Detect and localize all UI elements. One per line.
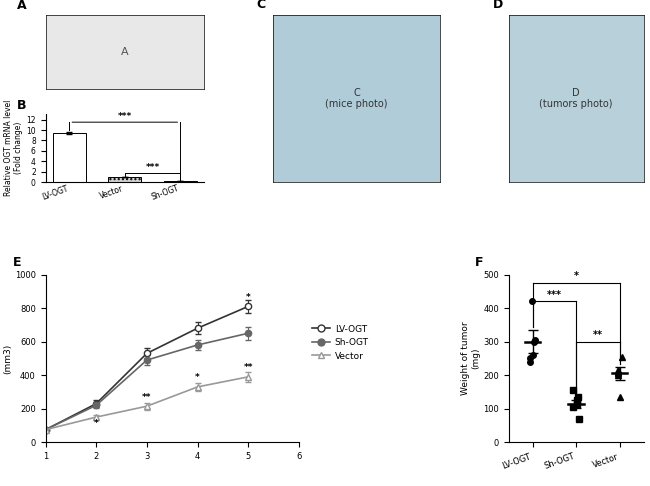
Text: D: D (493, 0, 502, 11)
Text: ***: *** (146, 163, 160, 173)
Y-axis label: Weight of tumor
(mg): Weight of tumor (mg) (461, 322, 480, 395)
Text: C
(mice photo): C (mice photo) (325, 87, 387, 109)
Y-axis label: Relative OGT mRNA level
(Fold change): Relative OGT mRNA level (Fold change) (4, 100, 23, 196)
Text: *: * (246, 293, 251, 302)
Text: *: * (195, 373, 200, 382)
Text: ***: *** (547, 290, 562, 300)
Bar (53, 133, 86, 182)
Text: A: A (121, 47, 129, 57)
Text: C: C (257, 0, 266, 11)
Text: D
(tumors photo): D (tumors photo) (540, 87, 613, 109)
Bar (164, 181, 197, 182)
Text: **: ** (142, 393, 151, 402)
Y-axis label: Tumor Volume
(mm3): Tumor Volume (mm3) (0, 326, 12, 391)
Text: A: A (17, 0, 27, 12)
Text: ***: *** (118, 112, 132, 121)
Text: F: F (475, 256, 484, 269)
Text: *: * (94, 419, 99, 428)
Text: **: ** (244, 363, 253, 372)
Text: *: * (573, 271, 578, 281)
Text: B: B (17, 99, 27, 112)
Bar (108, 177, 142, 182)
Legend: LV-OGT, Sh-OGT, Vector: LV-OGT, Sh-OGT, Vector (309, 321, 372, 364)
Text: **: ** (593, 330, 603, 340)
Text: E: E (12, 256, 21, 269)
